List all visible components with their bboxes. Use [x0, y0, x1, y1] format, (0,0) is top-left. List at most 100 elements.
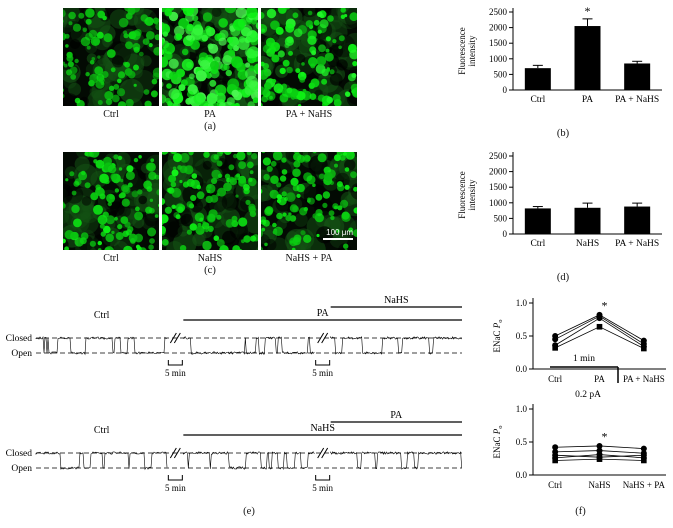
caption-a-pa-nahs: PA + NaHS [285, 109, 333, 120]
svg-text:NaHS: NaHS [310, 423, 334, 434]
current-trace [330, 451, 462, 470]
svg-text:1.0: 1.0 [516, 404, 528, 414]
current-trace-bottom: Closed Open Ctrl NaHS PA 5 min 5 min [6, 410, 462, 493]
bar [624, 63, 651, 90]
panel-label-e: (e) [243, 506, 255, 517]
current-trace-top: Closed Open Ctrl PA NaHS 5 min 5 min 1 min 0.2 p… [6, 295, 619, 400]
caption-a-ctrl: Ctrl [103, 109, 119, 120]
data-point [552, 345, 558, 351]
bar [624, 206, 651, 234]
data-point [596, 456, 603, 462]
svg-text:0.0: 0.0 [516, 470, 528, 480]
svg-text:Open: Open [11, 464, 32, 474]
micrograph-c-ctrl [63, 152, 159, 250]
svg-text:Ctrl: Ctrl [94, 310, 110, 321]
svg-text:*: * [602, 298, 608, 312]
data-point [552, 457, 558, 464]
svg-text:Closed: Closed [6, 449, 33, 459]
current-trace [183, 336, 315, 355]
svg-text:NaHS: NaHS [589, 480, 611, 490]
svg-text:ENaC Po: ENaC Po [492, 320, 504, 353]
svg-text:0.0: 0.0 [516, 364, 528, 374]
svg-text:PA + NaHS: PA + NaHS [623, 374, 665, 384]
svg-text:5 min: 5 min [165, 483, 186, 493]
bar [524, 208, 551, 234]
current-trace [330, 335, 462, 355]
svg-text:NaHS: NaHS [576, 239, 599, 249]
svg-text:5 min: 5 min [165, 368, 186, 378]
data-point [596, 315, 603, 322]
svg-text:2500: 2500 [489, 151, 508, 161]
caption-c-ctrl: Ctrl [103, 253, 119, 264]
bar [574, 26, 601, 90]
svg-text:0: 0 [503, 85, 508, 95]
svg-text:1.0: 1.0 [516, 298, 528, 308]
svg-text:500: 500 [494, 69, 508, 79]
micrograph-a-pa [162, 8, 258, 106]
bar [574, 207, 601, 234]
svg-text:*: * [585, 4, 591, 18]
svg-text:ENaC Po: ENaC Po [492, 426, 504, 459]
svg-text:Ctrl: Ctrl [530, 95, 545, 105]
svg-text:NaHS: NaHS [384, 295, 408, 306]
svg-text:PA: PA [317, 308, 330, 319]
svg-text:PA: PA [390, 410, 403, 421]
svg-text:2000: 2000 [489, 167, 508, 177]
fluorescence-image [162, 152, 258, 250]
svg-text:500: 500 [494, 213, 508, 223]
svg-text:intensity: intensity [467, 35, 477, 66]
svg-text:Fluorescence: Fluorescence [457, 171, 467, 218]
current-trace [35, 336, 168, 356]
scale-bar-label: 100 μm [326, 228, 353, 237]
svg-text:intensity: intensity [467, 179, 477, 210]
svg-text:PA + NaHS: PA + NaHS [615, 95, 659, 105]
svg-text:Ctrl: Ctrl [530, 239, 545, 249]
bar-chart-b: 0 500 1000 1500 2000 2500 Fluorescence intensit… [457, 4, 662, 105]
svg-text:0.2 pA: 0.2 pA [575, 390, 601, 400]
svg-text:PA: PA [594, 374, 605, 384]
svg-text:Fluorescence: Fluorescence [457, 27, 467, 74]
data-point [552, 444, 559, 451]
panel-label-c: (c) [204, 265, 216, 276]
scatter-chart-f-top: 0.0 0.5 1.0 ENaC Po Ctrl PA PA + NaHS * [492, 298, 666, 384]
svg-text:Ctrl: Ctrl [548, 374, 563, 384]
panel-label-f: (f) [575, 506, 586, 517]
svg-text:0.5: 0.5 [516, 437, 528, 447]
data-point [596, 451, 603, 458]
current-trace [183, 451, 315, 471]
chart-b-container: 0 500 1000 1500 2000 2500 Fluorescence intensit… [455, 2, 671, 133]
svg-text:NaHS + PA: NaHS + PA [623, 480, 666, 490]
caption-a-pa: PA [204, 109, 216, 120]
micrograph-c-nahs [162, 152, 258, 250]
chart-d-container: 0 500 1000 1500 2000 2500 Fluorescence intensit… [455, 146, 671, 277]
svg-text:Open: Open [11, 349, 32, 359]
svg-text:1500: 1500 [489, 182, 508, 192]
data-point [596, 442, 603, 449]
data-point [596, 323, 603, 330]
svg-text:PA + NaHS: PA + NaHS [615, 239, 659, 249]
micrograph-a-pa-nahs [261, 8, 357, 106]
panel-label-b: (b) [556, 128, 570, 139]
svg-text:0: 0 [503, 229, 508, 239]
svg-text:1000: 1000 [489, 198, 508, 208]
scatter-chart-f-bottom: 0.0 0.5 1.0 ENaC Po Ctrl NaHS NaHS + PA * [492, 404, 666, 490]
svg-text:1000: 1000 [489, 54, 508, 64]
chart-f-bottom-container: 0.0 0.5 1.0 ENaC Po Ctrl NaHS NaHS + PA * [488, 397, 673, 510]
svg-text:0.5: 0.5 [516, 331, 528, 341]
data-point [552, 336, 559, 343]
svg-text:5 min: 5 min [312, 483, 333, 493]
data-point [640, 445, 647, 452]
svg-text:2000: 2000 [489, 23, 508, 33]
fluorescence-image [261, 152, 357, 250]
scale-bar [323, 238, 353, 240]
data-point [641, 457, 647, 464]
fluorescence-image [162, 8, 258, 106]
caption-c-nahs: NaHS [197, 253, 223, 264]
fluorescence-image [261, 8, 357, 106]
panel-label-d: (d) [556, 272, 570, 283]
micrograph-c-nahs-pa: 100 μm [261, 152, 357, 250]
svg-text:Closed: Closed [6, 334, 33, 344]
svg-text:1 min: 1 min [573, 354, 595, 364]
svg-text:Ctrl: Ctrl [94, 425, 110, 436]
